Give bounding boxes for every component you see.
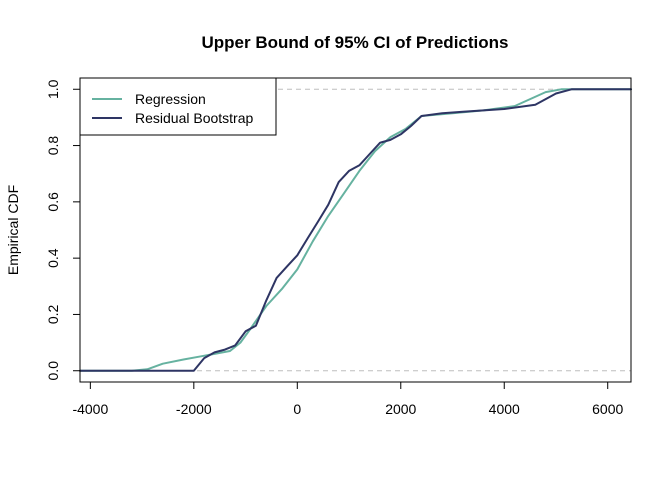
y-axis-label: Empirical CDF <box>5 185 21 275</box>
y-tick-label: 0.2 <box>45 305 61 325</box>
y-axis: 0.0 0.2 0.4 0.6 0.8 1.0 <box>45 79 81 381</box>
y-tick-label: 1.0 <box>45 79 61 99</box>
x-tick-label: 0 <box>293 401 301 417</box>
y-tick-label: 0.6 <box>45 192 61 212</box>
series-line-residual-bootstrap <box>79 88 632 372</box>
legend-label: Residual Bootstrap <box>135 110 254 126</box>
x-axis: -4000 -2000 0 2000 4000 6000 <box>72 381 623 417</box>
x-tick-label: 4000 <box>489 401 520 417</box>
chart-title: Upper Bound of 95% CI of Predictions <box>202 33 509 52</box>
x-tick-label: 6000 <box>592 401 623 417</box>
plot-series <box>79 88 632 372</box>
y-tick-label: 0.0 <box>45 361 61 381</box>
x-tick-label: -2000 <box>176 401 212 417</box>
x-tick-label: 2000 <box>385 401 416 417</box>
legend-box <box>79 77 277 136</box>
y-tick-label: 0.8 <box>45 136 61 156</box>
y-tick-label: 0.4 <box>45 248 61 268</box>
legend-label: Regression <box>135 91 206 107</box>
x-tick-label: -4000 <box>72 401 108 417</box>
legend: Regression Residual Bootstrap <box>79 77 277 136</box>
series-line-regression <box>79 88 632 372</box>
